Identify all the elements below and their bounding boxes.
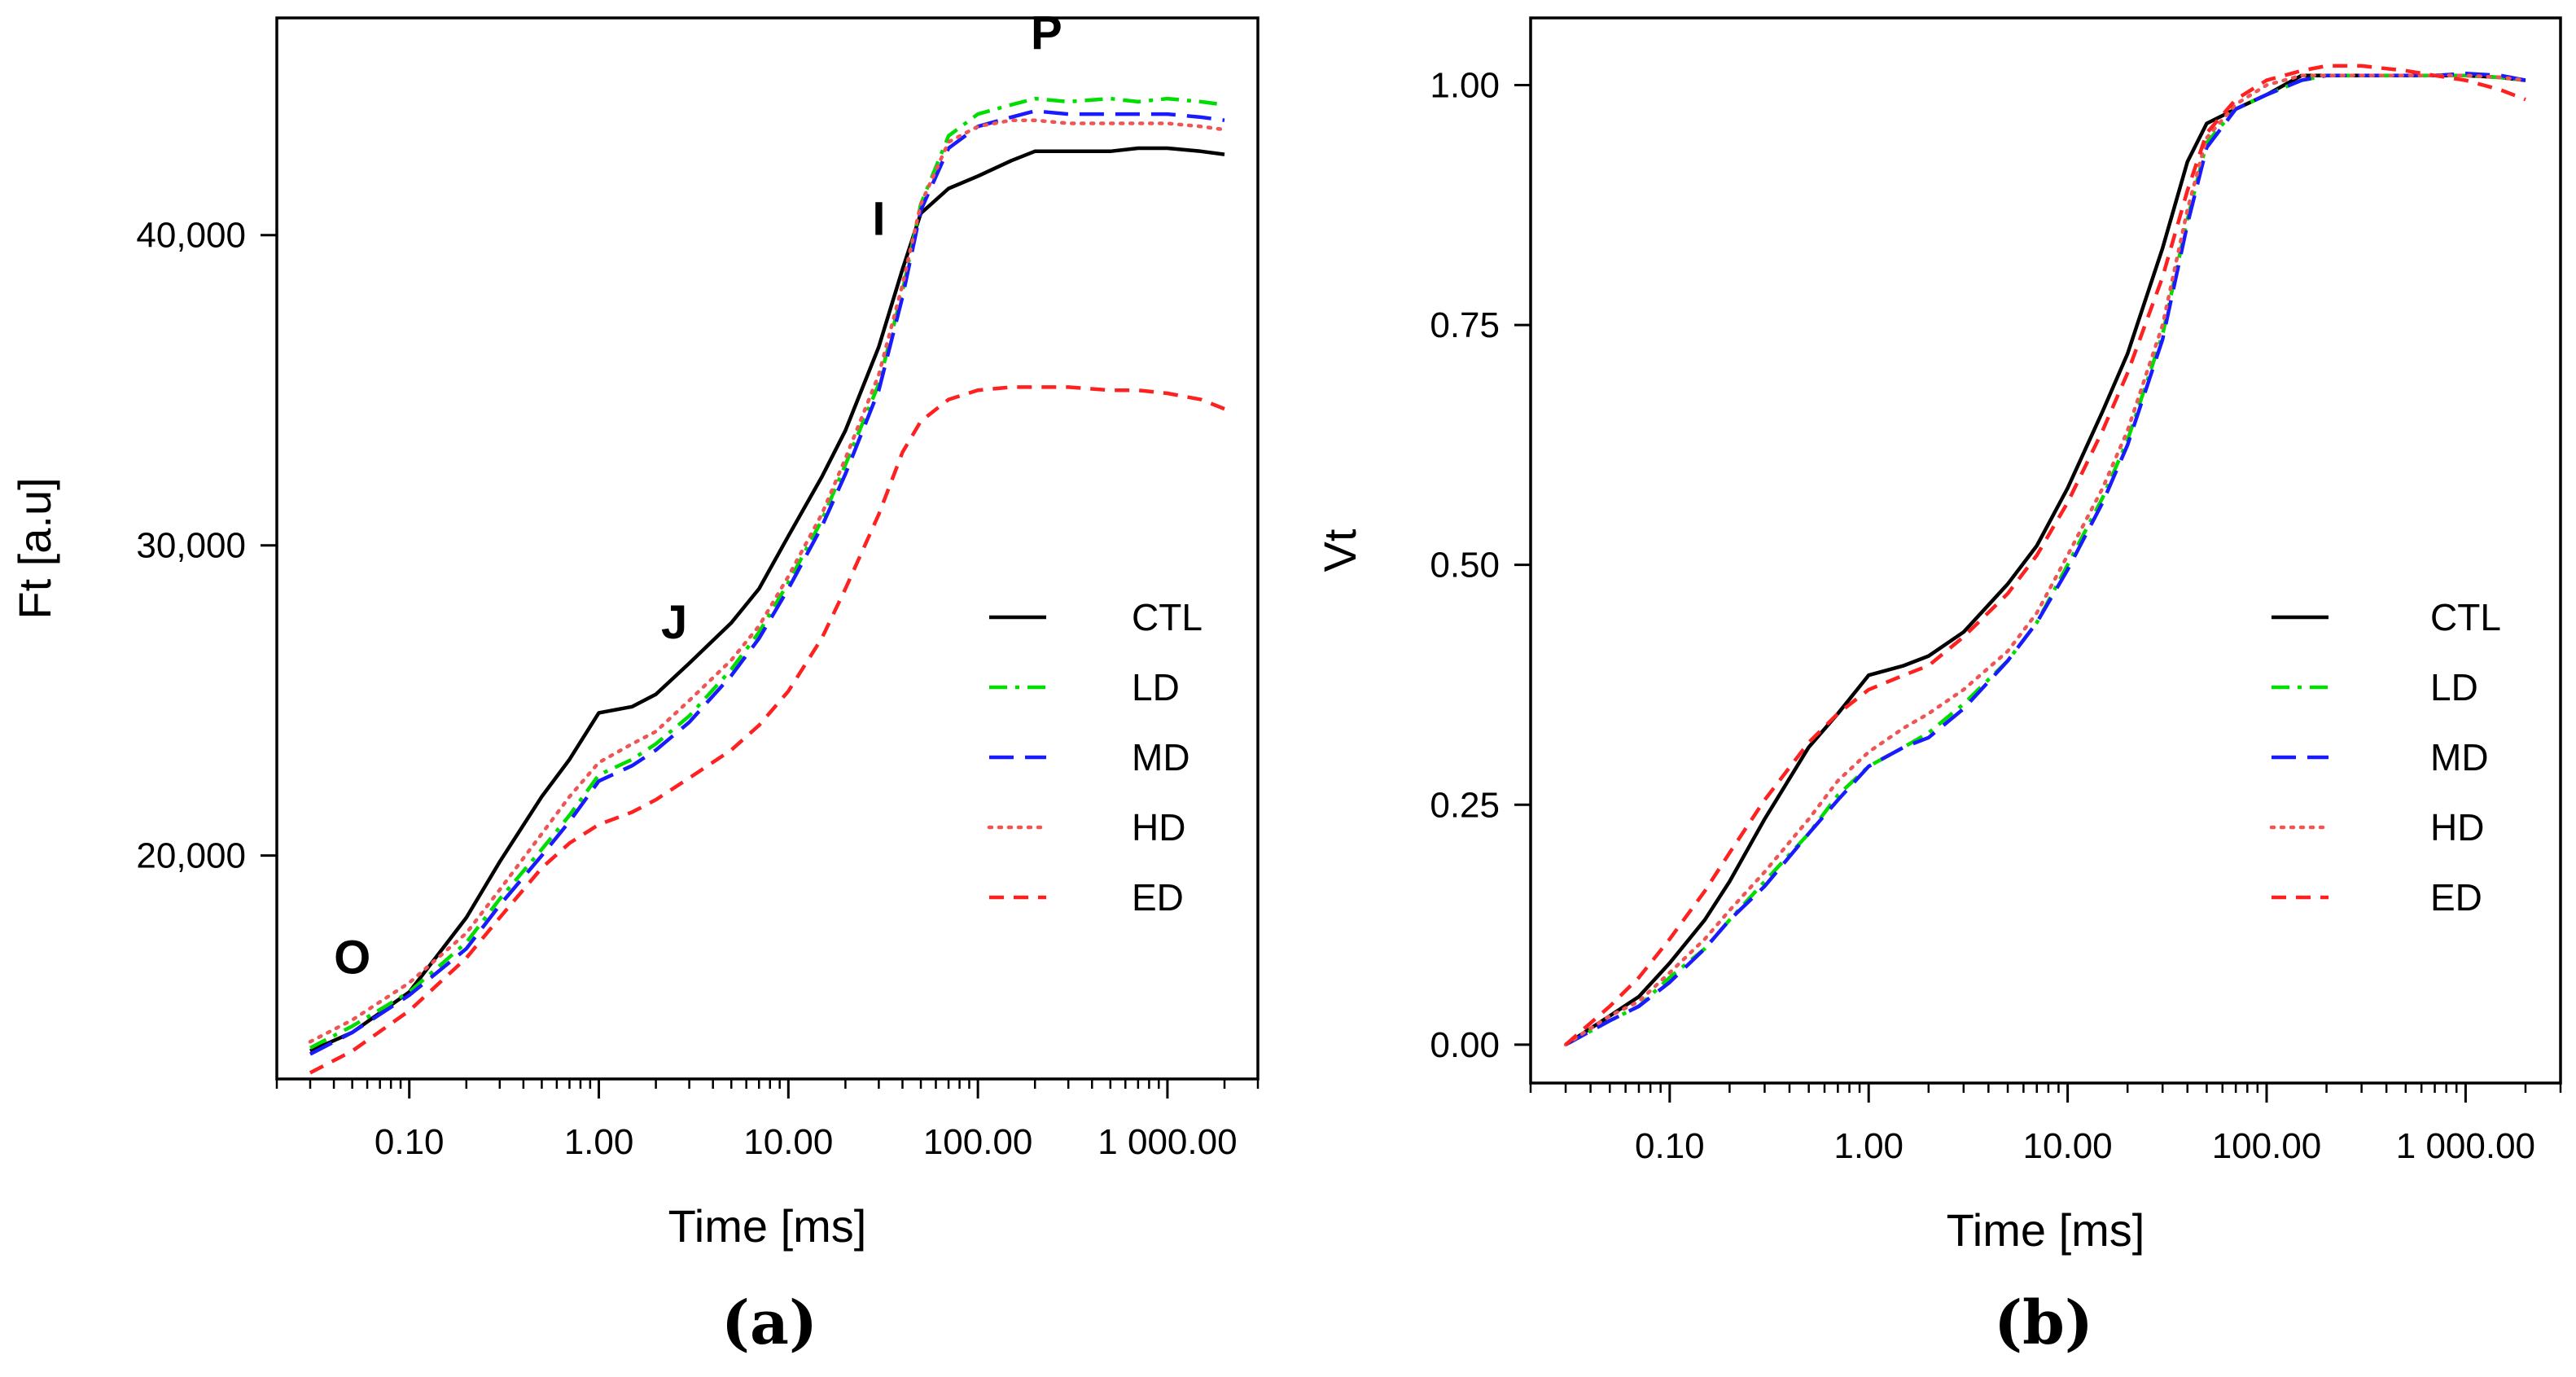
y-tick-label: 30,000 xyxy=(136,526,246,566)
legend-label-ed: ED xyxy=(1132,876,1184,919)
series-line-ctl xyxy=(1564,73,2526,1046)
y-tick-label: 0.25 xyxy=(1430,785,1500,825)
legend-label-ctl: CTL xyxy=(1132,596,1203,638)
panel-label: (b) xyxy=(1994,1288,2093,1358)
series-line-ctl xyxy=(309,146,1225,1053)
x-axis-title: Time [ms] xyxy=(1947,1204,2145,1256)
y-tick-label: 0.75 xyxy=(1430,305,1500,345)
legend-label-ld: LD xyxy=(2430,666,2478,708)
y-tick-label: 0.00 xyxy=(1430,1025,1500,1065)
series-line-md xyxy=(309,109,1225,1056)
x-tick-label: 1 000.00 xyxy=(2396,1126,2535,1166)
x-tick-label: 10.00 xyxy=(743,1122,833,1162)
phase-label-p: P xyxy=(1031,7,1062,59)
x-tick-label: 100.00 xyxy=(2212,1126,2322,1166)
x-tick-label: 1 000.00 xyxy=(1097,1122,1237,1162)
x-axis-title: Time [ms] xyxy=(668,1200,867,1252)
legend-label-hd: HD xyxy=(2430,806,2484,849)
legend-label-md: MD xyxy=(1132,736,1190,778)
series-line-hd xyxy=(308,118,1227,1044)
y-tick-label: 40,000 xyxy=(136,216,246,256)
legend-label-hd: HD xyxy=(1132,806,1185,849)
series-line-hd xyxy=(1563,73,2528,1047)
series-line-md xyxy=(1564,72,2526,1046)
panel-label: (a) xyxy=(721,1288,817,1358)
series-line-ld xyxy=(1564,73,2526,1046)
y-tick-label: 0.50 xyxy=(1430,546,1500,585)
x-tick-label: 1.00 xyxy=(1833,1126,1904,1166)
plot-frame xyxy=(1529,16,2562,1085)
x-tick-label: 1.00 xyxy=(564,1122,634,1162)
phase-label-j: J xyxy=(661,596,687,649)
y-tick-label: 20,000 xyxy=(136,836,246,876)
y-axis-title: Ft [a.u] xyxy=(9,477,60,619)
x-tick-label: 10.00 xyxy=(2023,1126,2113,1166)
x-tick-label: 0.10 xyxy=(1635,1126,1705,1166)
plot-frame xyxy=(275,16,1260,1081)
phase-label-i: I xyxy=(872,193,885,246)
panel-a-chart: 0.10 1.00 10.00 100.00 1 000.00 20,000 30,000 4… xyxy=(9,7,1260,1358)
legend-label-ld: LD xyxy=(1132,666,1180,708)
y-axis-title: Vt xyxy=(1314,528,1365,572)
series-line-ed xyxy=(309,385,1225,1075)
panel-b-chart: 0.10 1.00 10.00 100.00 1 000.00 0.00 0.25 0.50 0… xyxy=(1314,16,2562,1358)
legend-label-ed: ED xyxy=(2430,876,2482,919)
legend: CTL LD MD HD ED xyxy=(987,596,1203,919)
x-tick-label: 0.10 xyxy=(375,1122,445,1162)
legend: CTL LD MD HD ED xyxy=(2269,596,2501,919)
y-tick-label: 1.00 xyxy=(1430,65,1500,105)
legend-label-ctl: CTL xyxy=(2430,596,2501,638)
phase-label-o: O xyxy=(334,931,370,984)
x-tick-label: 100.00 xyxy=(923,1122,1033,1162)
series-line-ed xyxy=(1564,64,2526,1046)
legend-label-md: MD xyxy=(2430,736,2489,778)
